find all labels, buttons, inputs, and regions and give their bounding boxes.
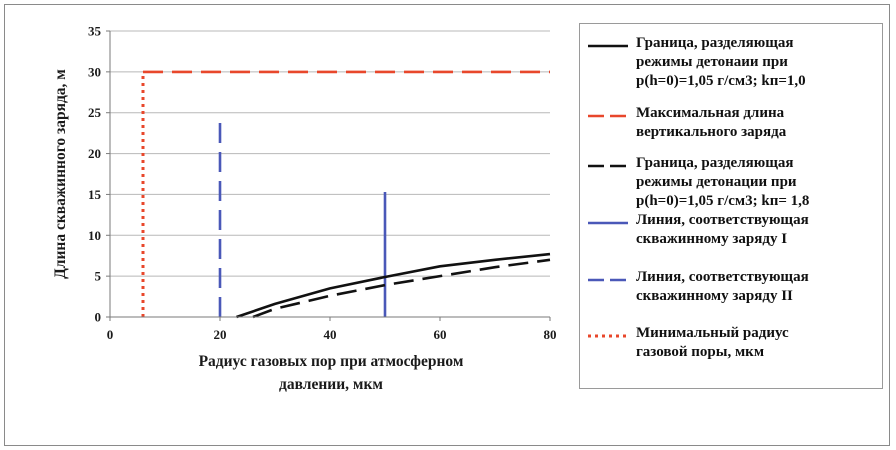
y-tick-label: 30 (88, 64, 101, 79)
y-tick-label: 0 (95, 310, 102, 325)
y-tick-label: 15 (88, 187, 102, 202)
legend-label-line: Минимальный радиус (636, 325, 789, 341)
chart-frame: 0 5 10 15 20 25 30 35 0 20 40 60 80 Длина скважинног… (4, 4, 890, 446)
x-axis-title-line-2: давлении, мкм (279, 376, 383, 393)
legend: Граница, разделяющая режимы детонаии при р… (579, 23, 883, 389)
axes (109, 31, 550, 318)
legend-swatch (588, 221, 628, 225)
legend-label: Линия, соответствующая скважинному заряду… (636, 268, 880, 306)
x-tick-label: 80 (544, 327, 557, 342)
legend-label-line: газовой поры, мкм (636, 344, 765, 360)
legend-swatch (588, 334, 628, 338)
x-tick-label: 20 (214, 327, 227, 342)
legend-label-line: р(h=0)=1,05 г/см3; kп=1,0 (636, 73, 806, 89)
x-tick-label: 60 (434, 327, 447, 342)
legend-label-line: скважинному заряду II (636, 288, 793, 304)
y-tick-label: 20 (88, 146, 101, 161)
legend-label-line: Граница, разделяющая (636, 155, 794, 171)
legend-label-line: скважинному заряду I (636, 231, 788, 247)
x-tick-label: 0 (107, 327, 114, 342)
legend-swatch (588, 278, 628, 282)
legend-label-line: Граница, разделяющая (636, 35, 794, 51)
legend-label-line: Максимальная длина (636, 105, 785, 121)
legend-label-line: режимы детонаии при (636, 54, 788, 70)
x-axis-title-line-1: Радиус газовых пор при атмосферном (199, 353, 464, 370)
legend-label-line: режимы детонации при (636, 174, 797, 190)
series-line-1 (236, 252, 551, 319)
legend-label: Максимальная длина вертикального заряда (636, 104, 880, 142)
legend-swatch (588, 44, 628, 48)
legend-label: Граница, разделяющая режимы детонации при… (636, 154, 880, 211)
legend-label-line: вертикального заряда (636, 124, 787, 140)
y-tick-label: 5 (95, 269, 102, 284)
series-line-3 (252, 258, 551, 319)
legend-label-line: Линия, соответствующая (636, 269, 809, 285)
legend-label: Минимальный радиус газовой поры, мкм (636, 324, 880, 362)
legend-swatch (588, 114, 628, 118)
y-tick-label: 35 (88, 24, 102, 39)
legend-label: Граница, разделяющая режимы детонаии при р… (636, 34, 880, 91)
legend-label-line: Линия, соответствующая (636, 212, 809, 228)
y-tick-label: 25 (88, 105, 102, 120)
legend-swatch (588, 164, 628, 168)
legend-label: Линия, соответствующая скважинному заряду… (636, 211, 880, 249)
legend-label-line: р(h=0)=1,05 г/см3; kп= 1,8 (636, 193, 810, 209)
y-tick-label: 10 (88, 228, 101, 243)
tick-labels: 0 5 10 15 20 25 30 35 0 20 40 60 80 (88, 24, 557, 343)
chart-plot: 0 5 10 15 20 25 30 35 0 20 40 60 80 Длина скважинног… (52, 24, 557, 394)
grid-lines (110, 30, 550, 277)
y-axis-title: Длина скважинного заряда, м (52, 69, 69, 279)
series-lines (141, 70, 551, 319)
x-tick-label: 40 (324, 327, 337, 342)
